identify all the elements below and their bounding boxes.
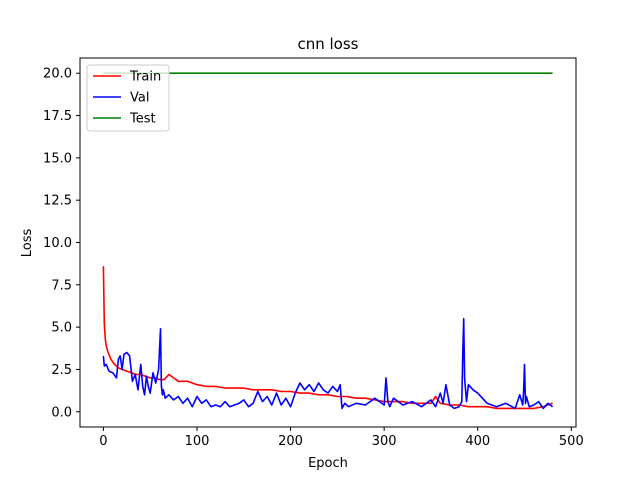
legend-label-train: Train [129, 70, 161, 85]
y-axis: 0.0 2.5 5.0 7.5 10.0 12.5 15.0 17.5 20.0 [43, 67, 80, 420]
y-tick-label: 17.5 [43, 109, 72, 124]
y-tick-label: 7.5 [51, 278, 72, 293]
x-tick-label: 500 [559, 434, 584, 449]
x-tick-label: 200 [278, 434, 303, 449]
x-axis-label: Epoch [308, 456, 348, 471]
legend-box [86, 64, 170, 132]
legend-label-val: Val [130, 91, 149, 106]
x-axis: 0 100 200 300 400 500 [99, 427, 584, 449]
y-tick-label: 12.5 [43, 194, 72, 209]
series-line-val [102, 317, 554, 410]
y-tick-label: 0.0 [51, 405, 72, 420]
y-tick-label: 15.0 [43, 151, 72, 166]
x-tick-label: 300 [372, 434, 397, 449]
legend: Train Val Test [86, 64, 170, 132]
y-tick-label: 10.0 [43, 236, 72, 251]
x-tick-label: 0 [99, 434, 107, 449]
series-line-train [102, 266, 553, 410]
x-tick-label: 400 [465, 434, 490, 449]
y-tick-label: 2.5 [51, 363, 72, 378]
y-tick-label: 5.0 [51, 321, 72, 336]
legend-label-test: Test [129, 112, 156, 127]
y-tick-label: 20.0 [43, 67, 72, 82]
x-tick-label: 100 [185, 434, 210, 449]
y-axis-label: Loss [20, 229, 35, 258]
chart-title: cnn loss [297, 35, 358, 53]
series-layer [102, 72, 554, 410]
